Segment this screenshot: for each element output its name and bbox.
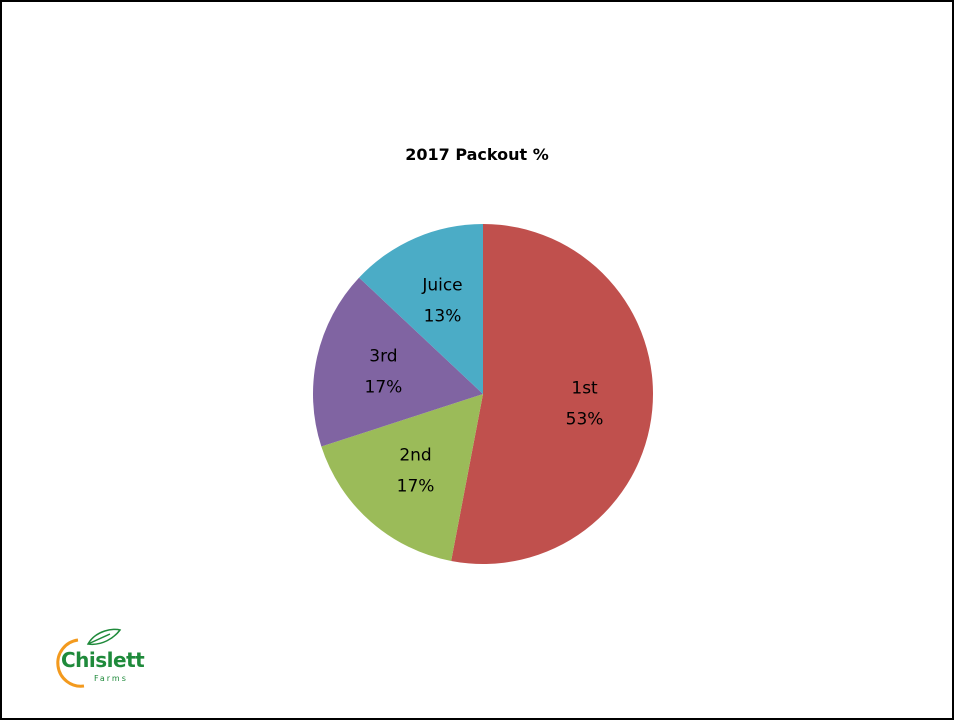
logo-graphic: [56, 628, 122, 688]
slice-label-juice: Juice: [421, 275, 462, 295]
chart-title: 2017 Packout %: [405, 145, 549, 164]
slice-label-3rd: 3rd: [369, 347, 397, 367]
pie-slice-3rd: [313, 277, 483, 447]
slice-value-2nd: 17%: [397, 477, 435, 497]
pie-slice-1st: [451, 224, 653, 564]
chislett-farms-logo: Chislett Farms: [48, 626, 145, 690]
pie-slice-juice: [359, 224, 483, 394]
pie-slice-2nd: [321, 394, 483, 561]
slice-value-juice: 13%: [424, 306, 462, 326]
slice-value-1st: 53%: [566, 410, 604, 430]
slice-label-2nd: 2nd: [399, 446, 431, 466]
logo-name: Chislett: [61, 648, 145, 672]
slice-value-3rd: 17%: [365, 378, 403, 398]
logo-subtitle: Farms: [94, 674, 128, 683]
slice-label-1st: 1st: [571, 379, 598, 399]
